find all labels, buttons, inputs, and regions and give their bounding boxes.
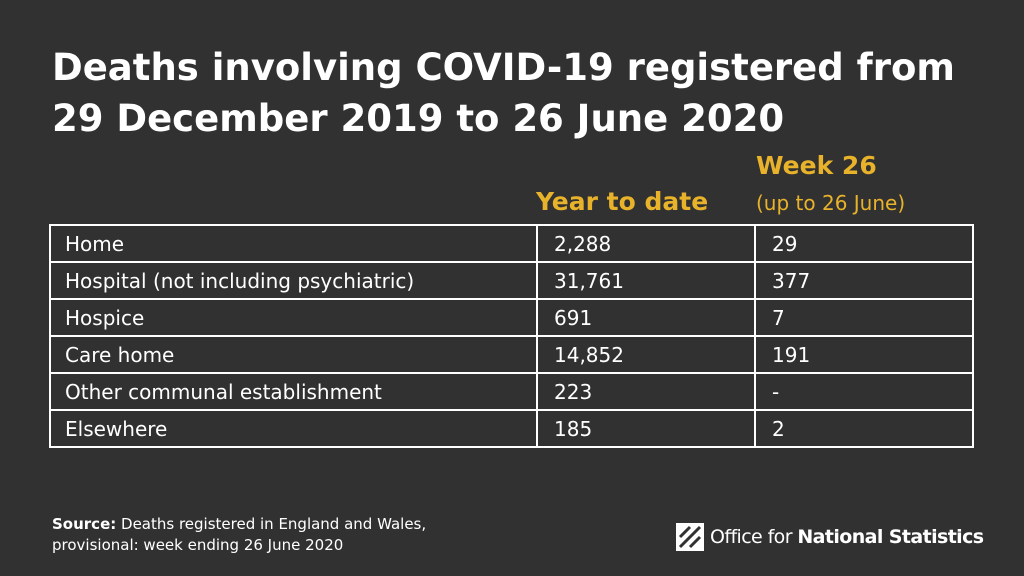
week-26-cell: 7 (754, 298, 974, 337)
ons-logo-text: Office for National Statistics (710, 526, 984, 548)
page-title: Deaths involving COVID-19 registered fro… (52, 46, 955, 140)
ons-logo-text-regular: Office for (710, 526, 798, 548)
source-text-line2: provisional: week ending 26 June 2020 (52, 536, 344, 554)
table-row: Hospice 691 7 (49, 298, 974, 337)
table-row: Hospital (not including psychiatric) 31,7… (49, 261, 974, 300)
column-header-year-to-date: Year to date (536, 187, 709, 216)
ons-logo: Office for National Statistics (676, 523, 984, 551)
week-26-cell: 191 (754, 335, 974, 374)
row-label-cell: Hospice (49, 298, 538, 337)
table-row: Home 2,288 29 (49, 224, 974, 263)
ons-logo-icon (676, 523, 704, 551)
table-row: Other communal establishment 223- (49, 372, 974, 411)
source-note: Source: Deaths registered in England and… (52, 514, 492, 556)
row-label-cell: Care home (49, 335, 538, 374)
column-header-week-subtitle: (up to 26 June) (756, 191, 906, 215)
row-label-cell: Hospital (not including psychiatric) (49, 261, 538, 300)
column-header-week: Week 26 (756, 151, 877, 180)
week-26-cell: 377 (754, 261, 974, 300)
row-label-cell: Home (49, 224, 538, 263)
table-row: Elsewhere 185 2 (49, 409, 974, 448)
source-label: Source: (52, 515, 117, 533)
year-to-date-cell: 14,852 (536, 335, 756, 374)
source-text: Deaths registered in England and Wales, (116, 515, 427, 533)
year-to-date-cell: 185 (536, 409, 756, 448)
table-row: Care home 14,852 191 (49, 335, 974, 374)
week-26-cell: - (754, 372, 974, 411)
row-label-cell: Elsewhere (49, 409, 538, 448)
year-to-date-cell: 2,288 (536, 224, 756, 263)
row-label-cell: Other communal establishment (49, 372, 538, 411)
year-to-date-cell: 31,761 (536, 261, 756, 300)
ons-logo-text-bold: National Statistics (797, 526, 984, 548)
year-to-date-cell: 223 (536, 372, 756, 411)
week-26-cell: 29 (754, 224, 974, 263)
deaths-table: Home 2,288 29 Hospital (not including psych… (49, 224, 974, 448)
year-to-date-cell: 691 (536, 298, 756, 337)
week-26-cell: 2 (754, 409, 974, 448)
